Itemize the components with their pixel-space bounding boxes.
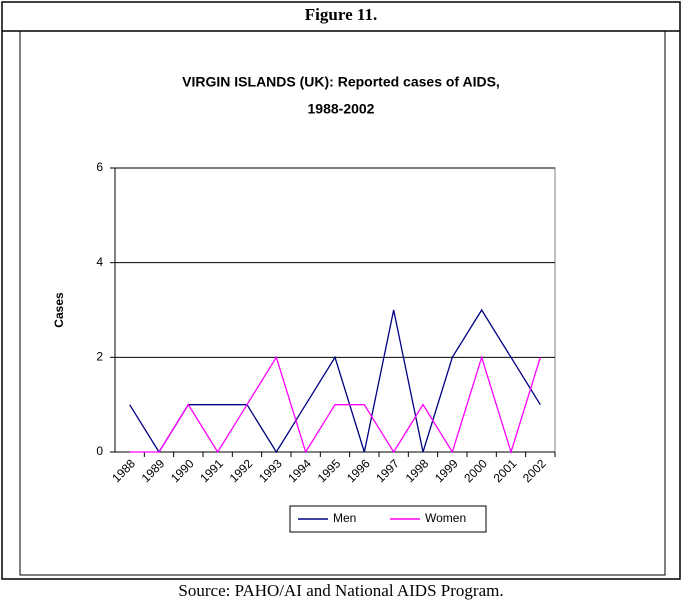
- x-tick-label: 1998: [403, 456, 432, 485]
- x-tick-label: 2001: [491, 456, 520, 485]
- y-tick-label: 0: [96, 444, 103, 458]
- y-tick-label: 4: [96, 255, 103, 269]
- plot-area: [114, 167, 556, 453]
- y-tick-label: 2: [96, 350, 103, 364]
- legend-label: Men: [333, 511, 356, 525]
- y-tick-label: 6: [96, 160, 103, 174]
- legend-label: Women: [425, 511, 466, 525]
- figure-label: Figure 11.: [305, 5, 377, 24]
- chart-title: 1988-2002: [308, 101, 375, 117]
- x-tick-label: 1990: [168, 456, 197, 485]
- x-tick-label: 1999: [432, 456, 461, 485]
- x-tick-label: 1992: [227, 456, 256, 485]
- x-tick-label: 1988: [109, 456, 138, 485]
- x-tick-label: 1997: [373, 456, 402, 485]
- source: Source: PAHO/AI and National AIDS Progra…: [178, 581, 503, 600]
- x-tick-label: 1991: [197, 456, 226, 485]
- chart-title: VIRGIN ISLANDS (UK): Reported cases of A…: [182, 74, 500, 90]
- x-tick-label: 1993: [256, 456, 285, 485]
- x-tick-label: 1989: [139, 456, 168, 485]
- chart-frame: [19, 30, 666, 576]
- x-tick-label: 2000: [461, 456, 490, 485]
- figure-frame: [1, 1, 681, 580]
- line-series: [129, 355, 541, 455]
- x-tick-label: 2002: [520, 456, 549, 485]
- line-series: [129, 308, 541, 454]
- x-tick-label: 1994: [285, 456, 314, 485]
- x-tick-label: 1996: [344, 456, 373, 485]
- y-axis-label: Cases: [52, 292, 66, 328]
- x-tick-label: 1995: [315, 456, 344, 485]
